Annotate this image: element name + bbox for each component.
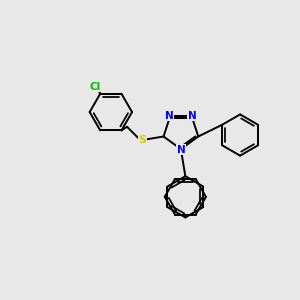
Text: N: N bbox=[176, 145, 185, 155]
Text: N: N bbox=[165, 110, 174, 121]
Text: N: N bbox=[188, 110, 197, 121]
Text: Cl: Cl bbox=[89, 82, 100, 92]
Text: S: S bbox=[138, 135, 146, 145]
